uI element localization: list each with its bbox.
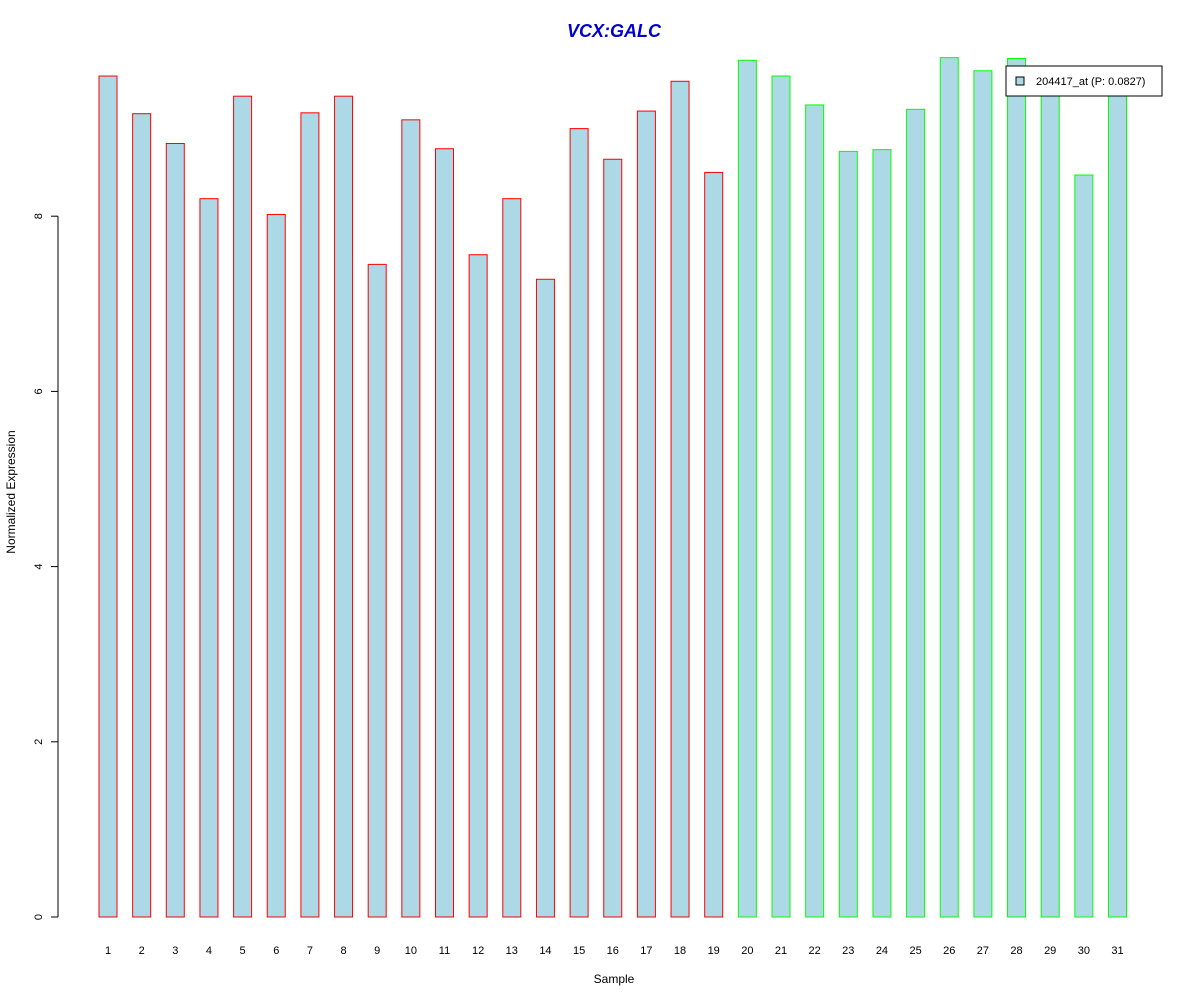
y-tick-label: 8 xyxy=(33,213,45,219)
y-tick-label: 4 xyxy=(33,564,45,570)
bar xyxy=(737,59,757,918)
x-tick-label: 28 xyxy=(1010,945,1022,957)
bar xyxy=(906,108,926,918)
y-tick-label: 0 xyxy=(33,914,45,920)
bar xyxy=(300,112,320,918)
y-axis: 0 2 4 6 8 xyxy=(33,213,59,920)
x-tick-label: 26 xyxy=(943,945,955,957)
bar xyxy=(468,254,488,918)
bar xyxy=(1108,86,1127,918)
y-tick-label: 2 xyxy=(33,739,45,745)
x-tick-label: 5 xyxy=(240,945,246,957)
bar xyxy=(199,198,219,918)
x-tick-label: 8 xyxy=(340,945,346,957)
x-tick-label: 19 xyxy=(708,945,720,957)
x-tick-label: 18 xyxy=(674,945,686,957)
x-tick-label: 31 xyxy=(1111,945,1123,957)
bar xyxy=(973,70,993,918)
x-tick-label: 9 xyxy=(374,945,380,957)
x-tick-label: 4 xyxy=(206,945,212,957)
bar xyxy=(670,80,690,918)
x-tick-label: 24 xyxy=(876,945,888,957)
legend-swatch xyxy=(1015,76,1025,86)
x-tick-label: 11 xyxy=(439,945,450,957)
legend-label: 204417_at (P: 0.0827) xyxy=(1036,76,1145,88)
x-tick-label: 17 xyxy=(640,945,652,957)
bar xyxy=(704,171,724,918)
bar xyxy=(1007,58,1027,918)
bar xyxy=(165,142,185,918)
x-axis-label: Sample xyxy=(594,972,635,986)
x-tick-label: 14 xyxy=(539,945,551,957)
x-tick-label: 12 xyxy=(472,945,484,957)
x-tick-label: 10 xyxy=(405,945,417,957)
bar xyxy=(334,95,354,918)
bar xyxy=(569,128,589,918)
bar xyxy=(1040,86,1060,918)
bar xyxy=(266,213,286,918)
x-tick-label: 22 xyxy=(809,945,821,957)
x-tick-label: 13 xyxy=(506,945,518,957)
bar xyxy=(502,198,522,918)
x-tick-label: 29 xyxy=(1044,945,1056,957)
x-tick-label: 6 xyxy=(273,945,279,957)
bar xyxy=(939,57,959,918)
bar xyxy=(603,158,623,918)
y-axis-label: Normalized Expression xyxy=(4,430,18,553)
bar xyxy=(838,150,858,918)
x-tick-label: 1 xyxy=(105,945,111,957)
bars-group xyxy=(98,57,1127,918)
x-tick-label: 7 xyxy=(307,945,313,957)
x-tick-label: 3 xyxy=(172,945,178,957)
x-tick-label: 20 xyxy=(741,945,753,957)
bar xyxy=(401,119,421,918)
chart-title: VCX:GALC xyxy=(567,21,662,41)
x-tick-label: 15 xyxy=(573,945,585,957)
x-tick-label: 21 xyxy=(775,945,787,957)
y-tick-label: 6 xyxy=(33,388,45,394)
bar xyxy=(805,104,825,918)
legend-box xyxy=(1005,65,1163,97)
bar xyxy=(132,113,152,918)
bar xyxy=(98,75,118,918)
bar xyxy=(872,149,892,918)
bar xyxy=(233,95,253,918)
bar xyxy=(435,148,454,918)
x-tick-label: 16 xyxy=(607,945,619,957)
legend: 204417_at (P: 0.0827) xyxy=(1005,65,1163,97)
bar xyxy=(535,278,555,918)
bar xyxy=(367,263,387,918)
x-tick-label: 30 xyxy=(1078,945,1090,957)
x-tick-labels: 1 2 3 4 5 6 7 8 9 10 11 12 13 14 15 16 17 18 19 20 21 22 23 24 2… xyxy=(105,945,1124,957)
x-tick-label: 25 xyxy=(909,945,921,957)
bar xyxy=(636,110,656,918)
x-tick-label: 2 xyxy=(139,945,145,957)
bar xyxy=(1074,174,1094,918)
x-tick-label: 23 xyxy=(842,945,854,957)
x-tick-label: 27 xyxy=(977,945,989,957)
bar xyxy=(771,75,791,918)
